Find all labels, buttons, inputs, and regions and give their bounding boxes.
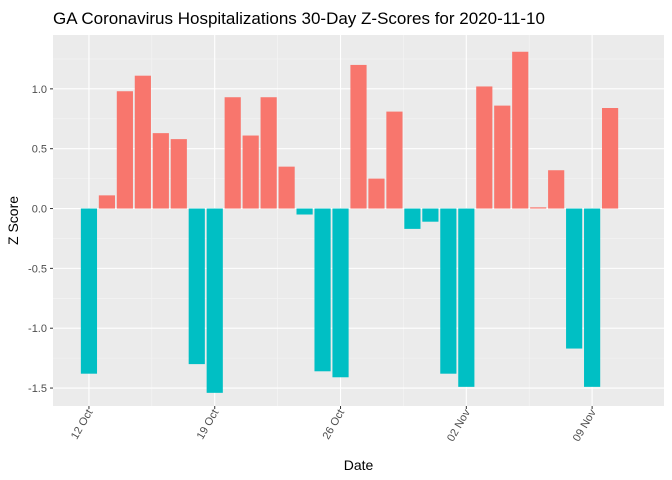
bar <box>602 108 619 209</box>
x-tick-label: 12 Oct <box>69 408 96 442</box>
x-tick-label: 02 Nov <box>445 407 473 444</box>
bar <box>188 208 205 365</box>
bar <box>512 51 529 209</box>
bar <box>530 207 547 209</box>
bar <box>404 208 421 229</box>
bar <box>548 170 565 209</box>
bar <box>314 208 331 372</box>
bar <box>80 208 98 374</box>
y-tick-label: 0.5 <box>32 144 47 156</box>
bar <box>224 97 241 209</box>
bar <box>170 139 187 209</box>
y-tick-label: 1.0 <box>32 84 47 96</box>
y-tick-label: -0.5 <box>28 263 47 275</box>
chart-title: GA Coronavirus Hospitalizations 30-Day Z… <box>53 9 545 28</box>
bar <box>116 91 133 209</box>
bar <box>368 178 385 209</box>
bars <box>80 51 619 393</box>
y-axis-title: Z Score <box>5 196 21 245</box>
bar <box>386 111 403 209</box>
x-tick-label: 09 Nov <box>571 407 599 444</box>
bar <box>242 135 259 209</box>
bar <box>566 208 583 349</box>
bar <box>260 97 277 209</box>
bar <box>584 208 601 387</box>
bar <box>440 208 457 374</box>
bar <box>494 105 511 209</box>
x-tick-label: 19 Oct <box>195 408 222 442</box>
bar <box>296 208 313 215</box>
bar <box>98 195 115 209</box>
bar <box>278 166 295 209</box>
y-axis: -1.5 -1.0 -0.5 0.0 0.5 1.0 <box>28 84 53 395</box>
bar <box>350 64 367 209</box>
bar <box>134 75 151 209</box>
bar <box>458 208 475 387</box>
bar <box>422 208 439 222</box>
bar <box>332 208 349 378</box>
bar <box>152 133 169 209</box>
y-tick-label: -1.5 <box>28 383 47 395</box>
bar <box>476 86 493 209</box>
x-axis-title: Date <box>344 457 374 473</box>
x-axis: 12 Oct 19 Oct 26 Oct 02 Nov 09 Nov <box>69 406 599 444</box>
bar <box>206 208 223 393</box>
y-tick-label: 0.0 <box>32 204 47 216</box>
x-tick-label: 26 Oct <box>321 408 348 442</box>
y-tick-label: -1.0 <box>28 323 47 335</box>
